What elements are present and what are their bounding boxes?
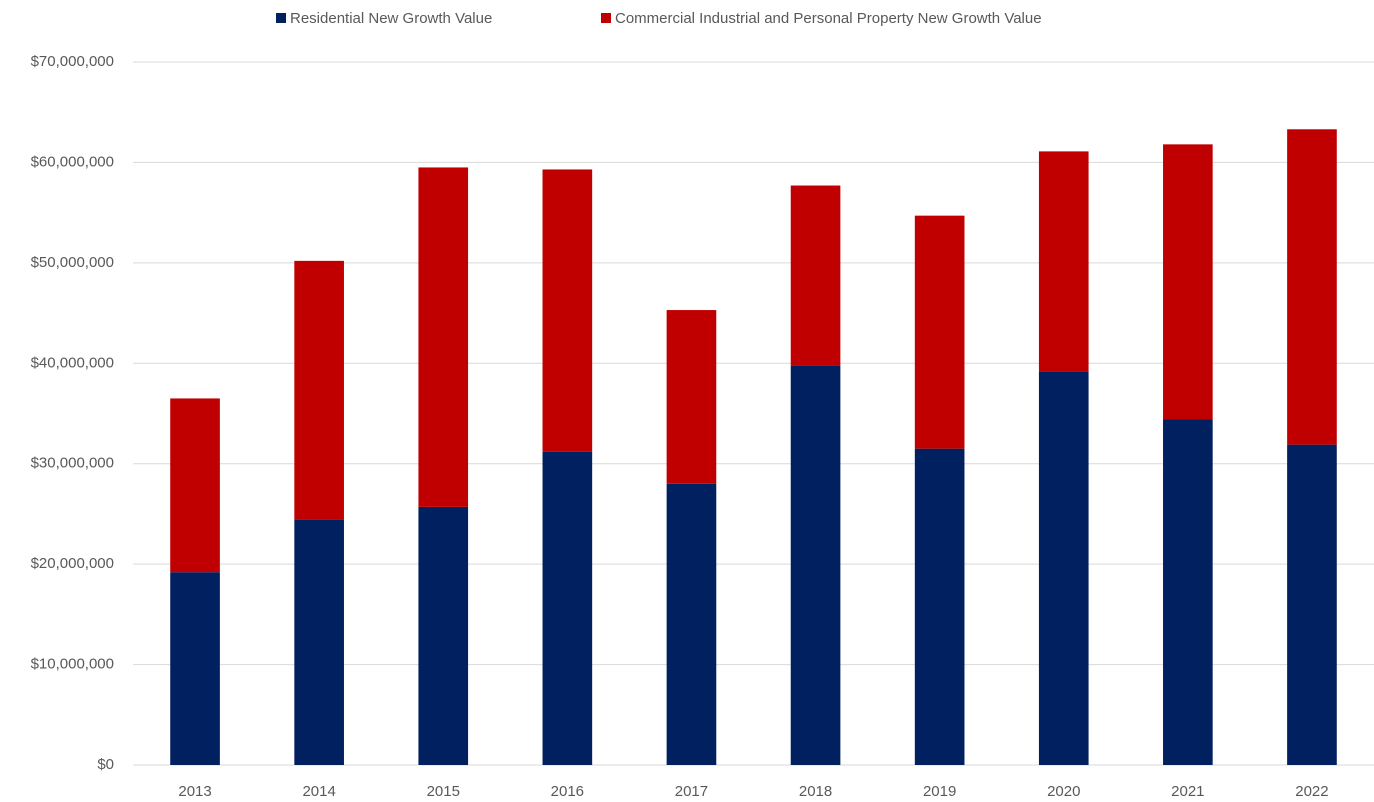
bar-segment	[418, 506, 469, 765]
y-tick-label: $20,000,000	[31, 555, 114, 572]
bar-segment	[666, 310, 717, 484]
bar-segment	[542, 451, 593, 765]
bar-segment	[790, 365, 841, 765]
bar-segment	[914, 215, 965, 449]
legend-label: Commercial Industrial and Personal Prope…	[615, 10, 1042, 27]
x-tick-label: 2013	[178, 783, 211, 800]
legend-swatch	[276, 13, 286, 23]
bar-segment	[790, 185, 841, 366]
y-tick-label: $50,000,000	[31, 254, 114, 271]
y-tick-label: $30,000,000	[31, 455, 114, 472]
y-tick-label: $70,000,000	[31, 53, 114, 70]
bar-segment	[294, 260, 344, 520]
bar-segment	[294, 519, 344, 765]
x-tick-label: 2014	[302, 783, 335, 800]
x-tick-label: 2022	[1295, 783, 1328, 800]
legend-label: Residential New Growth Value	[290, 10, 492, 27]
y-tick-label: $10,000,000	[31, 656, 114, 673]
x-tick-label: 2016	[551, 783, 584, 800]
x-tick-label: 2015	[427, 783, 460, 800]
x-tick-label: 2019	[923, 783, 956, 800]
x-tick-label: 2017	[675, 783, 708, 800]
bar-segment	[418, 167, 469, 507]
bar-segment	[1287, 444, 1337, 765]
bar-segment	[542, 169, 593, 452]
x-tick-label: 2018	[799, 783, 832, 800]
bar-segment	[1287, 129, 1337, 445]
bar-segment	[1163, 419, 1213, 765]
bar-segment	[1163, 144, 1213, 420]
y-tick-label: $0	[97, 756, 114, 773]
bar-segment	[914, 448, 965, 765]
bar-segment	[666, 483, 717, 765]
legend-swatch	[601, 13, 611, 23]
bar-segment	[170, 398, 220, 573]
bar-segment	[170, 572, 220, 765]
bar-segment	[1038, 371, 1089, 765]
x-tick-label: 2020	[1047, 783, 1080, 800]
y-tick-label: $60,000,000	[31, 153, 114, 170]
x-tick-label: 2021	[1171, 783, 1204, 800]
y-tick-label: $40,000,000	[31, 354, 114, 371]
bar-segment	[1038, 151, 1089, 372]
